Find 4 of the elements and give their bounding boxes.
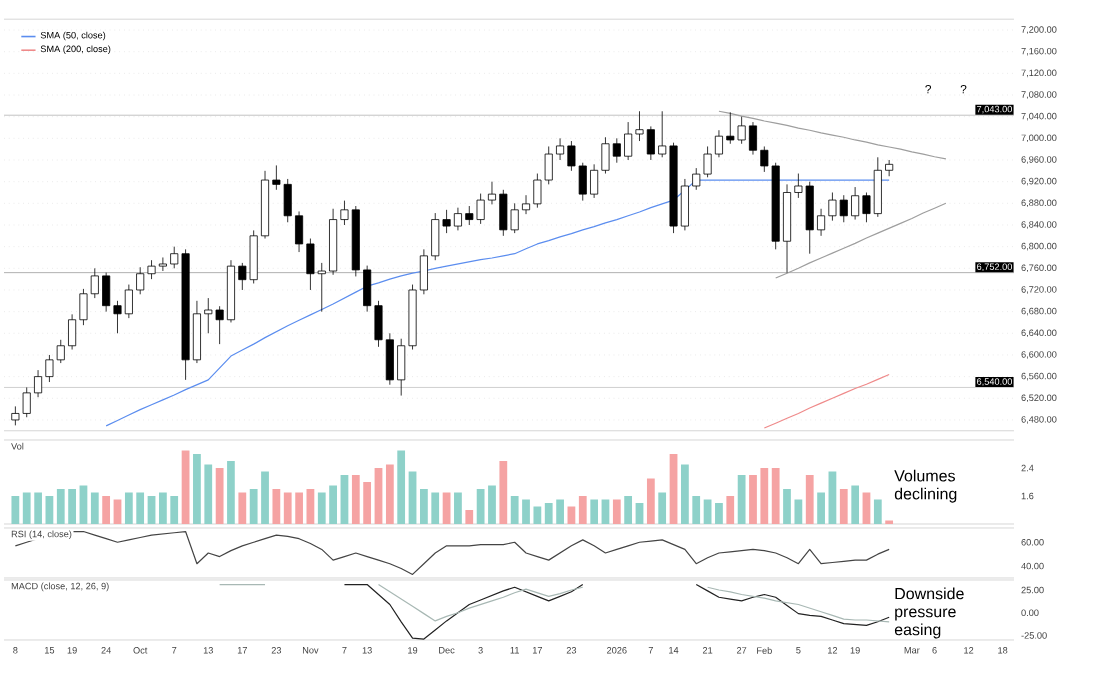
line-series xyxy=(763,373,890,429)
line-series xyxy=(718,110,947,160)
annotation: Volumes declining xyxy=(894,469,957,503)
annotation: Downside pressure easing xyxy=(894,587,964,639)
